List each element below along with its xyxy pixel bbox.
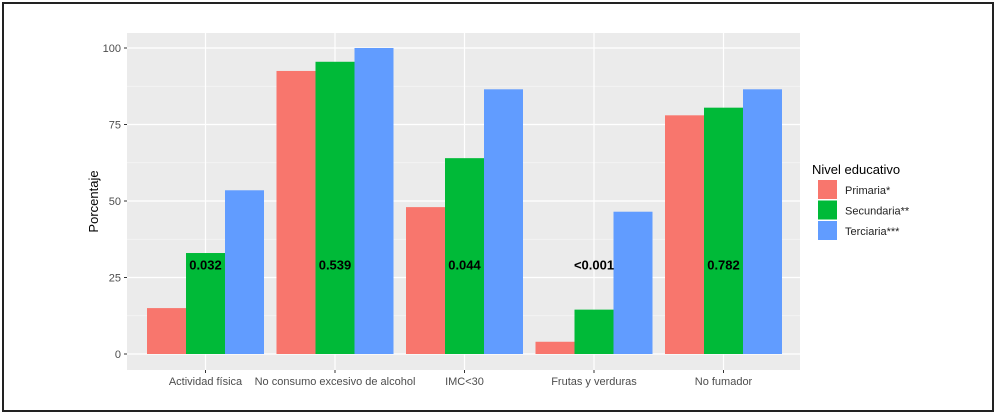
p-value-label: <0.001 <box>574 257 614 272</box>
bar-terciaria <box>743 89 782 354</box>
legend-label: Secundaria** <box>845 206 910 218</box>
bar-terciaria <box>484 89 523 354</box>
y-tick-label: 25 <box>109 273 121 285</box>
p-value-label: 0.539 <box>319 257 352 272</box>
x-tick-label: No consumo excesivo de alcohol <box>255 376 416 388</box>
x-tick-label: IMC<30 <box>445 376 484 388</box>
bar-secundaria <box>445 158 484 354</box>
figure-frame <box>2 2 994 412</box>
y-axis-title: Porcentaje <box>86 170 101 232</box>
legend-swatch <box>818 221 837 240</box>
legend-swatch <box>818 200 837 220</box>
bar-secundaria <box>186 253 225 354</box>
p-value-label: 0.032 <box>189 257 222 272</box>
p-value-label: 0.782 <box>707 257 740 272</box>
bar-primaria <box>276 70 316 354</box>
bar-terciaria <box>354 48 394 354</box>
bar-primaria <box>147 308 186 354</box>
bar-secundaria <box>574 309 614 354</box>
bar-terciaria <box>613 211 653 354</box>
bar-terciaria <box>225 190 264 354</box>
bar-primaria <box>406 207 445 354</box>
legend-label: Terciaria*** <box>845 226 900 238</box>
legend-swatch <box>818 180 837 199</box>
bar-primaria <box>665 115 704 354</box>
y-tick-label: 100 <box>103 43 121 55</box>
legend-title: Nivel educativo <box>812 162 900 177</box>
x-tick-label: No fumador <box>695 376 753 388</box>
y-tick-label: 0 <box>115 349 121 361</box>
y-tick-label: 75 <box>109 120 121 132</box>
x-tick-label: Actividad física <box>169 376 243 388</box>
x-tick-label: Frutas y verduras <box>551 376 637 388</box>
bar-secundaria <box>315 61 355 355</box>
p-value-label: 0.044 <box>448 257 481 272</box>
legend-label: Primaria* <box>845 185 891 197</box>
bar-secundaria <box>704 107 743 354</box>
y-tick-label: 50 <box>109 196 121 208</box>
bar-primaria <box>535 341 575 354</box>
